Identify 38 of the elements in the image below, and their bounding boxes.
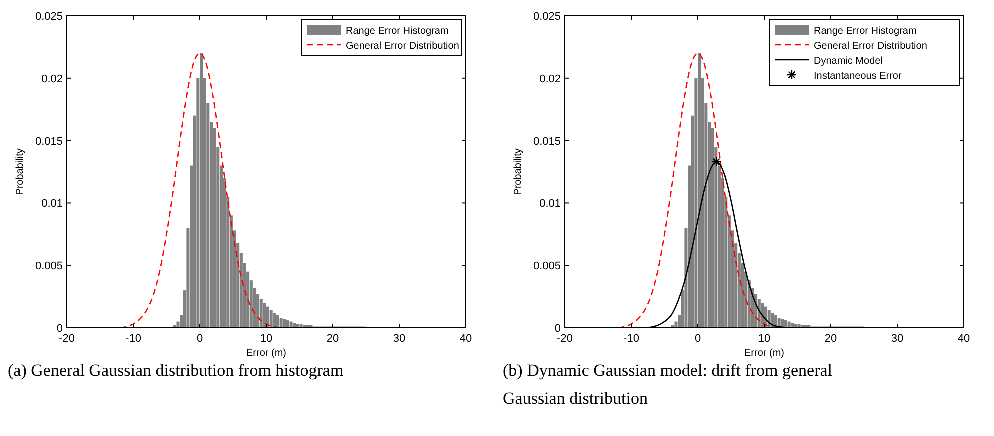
y-tick-label: 0.025 [533, 11, 561, 23]
x-tick-label: -20 [557, 333, 573, 345]
x-tick-label: -10 [126, 333, 142, 345]
x-tick-label: 30 [891, 333, 904, 345]
x-tick-label: 10 [758, 333, 771, 345]
x-tick-label: 0 [196, 333, 204, 345]
x-tick-label: -20 [59, 333, 75, 345]
y-tick-label: 0.01 [42, 198, 63, 210]
x-tick-label: 0 [694, 333, 702, 345]
legend-label: General Error Distribution [346, 41, 460, 52]
legend-label: Dynamic Model [814, 56, 883, 67]
x-axis-title: Error (m) [744, 348, 784, 359]
x-tick-label: -10 [624, 333, 640, 345]
x-tick-label: 20 [326, 333, 340, 345]
x-tick-label: 30 [393, 333, 406, 345]
y-tick-label: 0.025 [35, 11, 63, 23]
x-tick-label: 10 [260, 333, 273, 345]
legend-label: General Error Distribution [814, 41, 928, 52]
x-tick-label: 40 [958, 333, 970, 345]
x-tick-label: 20 [824, 333, 838, 345]
y-tick-label: 0.02 [540, 73, 561, 86]
y-tick-label: 0.015 [533, 136, 561, 148]
y-axis-title: Probability [513, 148, 524, 196]
text: (b) Dynamic Gaussian model: drift from general Gaussian distribution [503, 361, 833, 408]
y-tick-label: 0.01 [540, 198, 561, 210]
y-tick-label: 0.005 [533, 260, 561, 273]
y-axis-title: Probability [15, 148, 26, 196]
y-tick-label: 0.015 [35, 136, 63, 148]
y-tick-label: 0 [554, 323, 561, 335]
y-tick-label: 0.02 [42, 73, 63, 86]
text: (a) General Gaussian distribution from histogram [8, 361, 344, 380]
x-axis-title: Error (m) [246, 348, 286, 359]
legend-label: Instantaneous Error [814, 71, 902, 82]
legend-label: Range Error Histogram [346, 26, 449, 37]
x-tick-label: 40 [460, 333, 472, 345]
legend-label: Range Error Histogram [814, 26, 917, 37]
y-tick-label: 0.005 [35, 260, 63, 273]
y-tick-label: 0 [56, 323, 63, 335]
